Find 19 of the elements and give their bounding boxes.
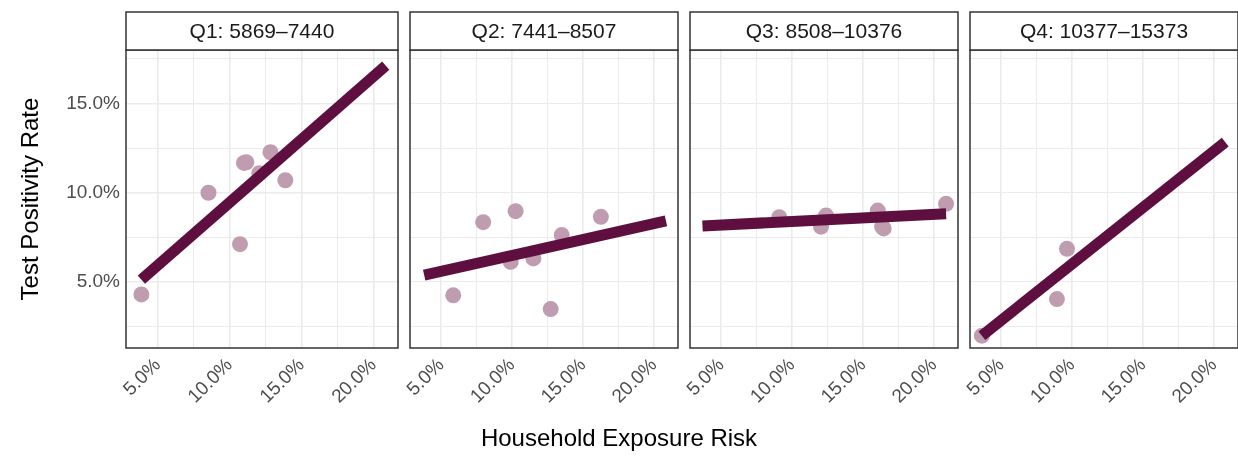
y-tick-label: 10.0% <box>66 180 121 202</box>
point <box>475 214 492 231</box>
point <box>231 236 248 253</box>
chart-title: Q4: 10377–15373 <box>1019 18 1189 42</box>
point <box>445 287 462 304</box>
point <box>200 184 217 201</box>
point <box>938 195 955 212</box>
chart-title: Q2: 7441–8507 <box>471 18 617 42</box>
point <box>542 301 559 318</box>
point <box>133 286 150 303</box>
y-axis-title: Test Positivity Rate <box>16 96 44 303</box>
y-tick-label: 5.0% <box>76 270 121 292</box>
x-axis-title: Household Exposure Risk <box>479 424 759 452</box>
y-tick-label: 15.0% <box>66 91 121 113</box>
point <box>592 208 609 225</box>
chart-title: Q1: 5869–7440 <box>189 18 335 42</box>
point <box>277 172 294 189</box>
chart-title: Q3: 8508–10376 <box>745 18 903 42</box>
point <box>507 203 524 220</box>
